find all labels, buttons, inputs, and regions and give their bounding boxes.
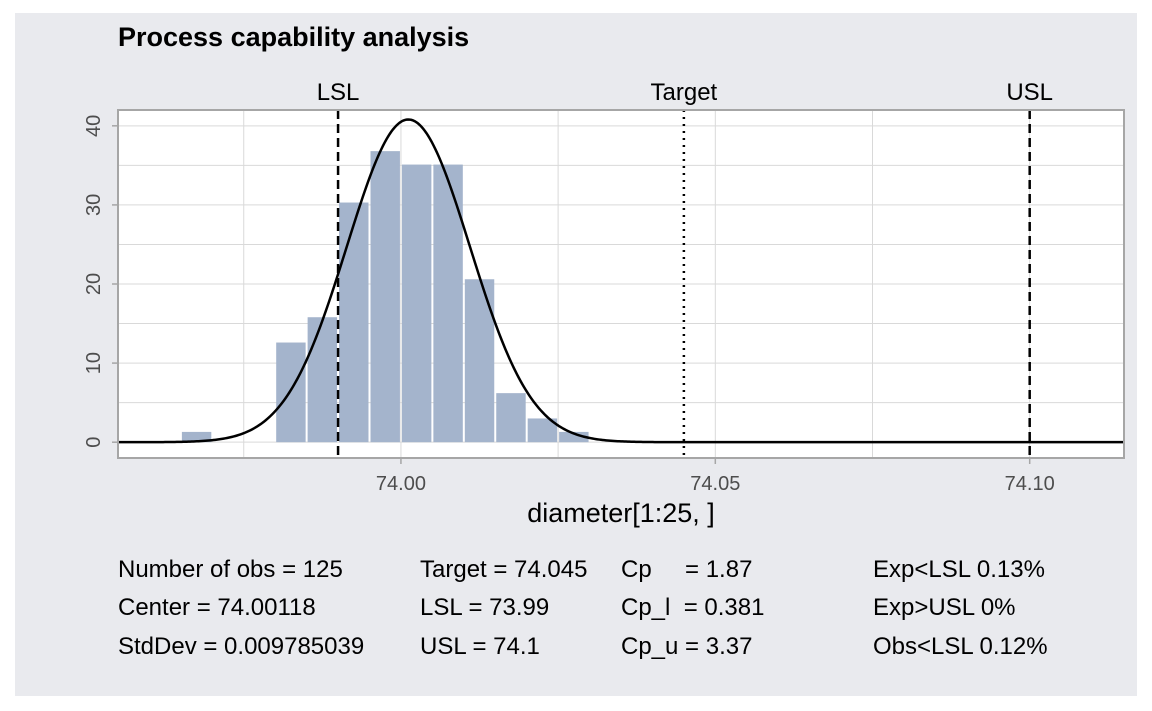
x-tick-label: 74.00: [376, 473, 426, 495]
chart-title: Process capability analysis: [118, 22, 470, 52]
y-tick-label: 10: [83, 352, 105, 374]
spec-label-lsl: LSL: [317, 79, 360, 106]
histogram-bar: [527, 418, 558, 443]
stat-lsl: LSL = 73.99: [420, 594, 550, 621]
histogram-bar: [401, 164, 432, 443]
normal-curve: [118, 118, 1124, 444]
histogram-bar: [370, 151, 400, 443]
stat-n-obs: Number of obs = 125: [118, 556, 343, 583]
stat-cp: Cp = 1.87: [621, 556, 753, 583]
histogram-bar: [339, 202, 369, 443]
histogram-bar: [559, 431, 589, 443]
stat-exp-lsl: Exp<LSL 0.13%: [873, 556, 1045, 583]
histogram-bar: [307, 317, 338, 443]
stat-target: Target = 74.045: [420, 556, 588, 583]
histogram-bar: [181, 431, 212, 443]
histogram-bar: [464, 279, 495, 443]
x-tick-label: 74.05: [690, 473, 740, 495]
stats-table: Number of obs = 125 Center = 74.00118 St…: [118, 556, 1118, 676]
stat-center: Center = 74.00118: [118, 594, 316, 621]
y-tick-label: 20: [83, 273, 105, 295]
stat-cp-u: Cp_u = 3.37: [621, 633, 753, 660]
stat-obs-lsl: Obs<LSL 0.12%: [873, 633, 1048, 660]
x-axis-label: diameter[1:25, ]: [527, 498, 715, 528]
x-tick-label: 74.10: [1005, 473, 1055, 495]
histogram-bar: [496, 393, 526, 443]
y-tick-label: 30: [83, 194, 105, 216]
histogram-bar: [433, 164, 463, 443]
y-tick-label: 40: [83, 115, 105, 137]
stat-usl: USL = 74.1: [420, 633, 540, 660]
stat-cp-l: Cp_l = 0.381: [621, 594, 765, 621]
stat-exp-usl: Exp>USL 0%: [873, 594, 1016, 621]
y-tick-label: 0: [83, 437, 105, 448]
spec-label-usl: USL: [1006, 79, 1053, 106]
stat-stddev: StdDev = 0.009785039: [118, 633, 365, 660]
spec-label-target: Target: [651, 79, 718, 106]
